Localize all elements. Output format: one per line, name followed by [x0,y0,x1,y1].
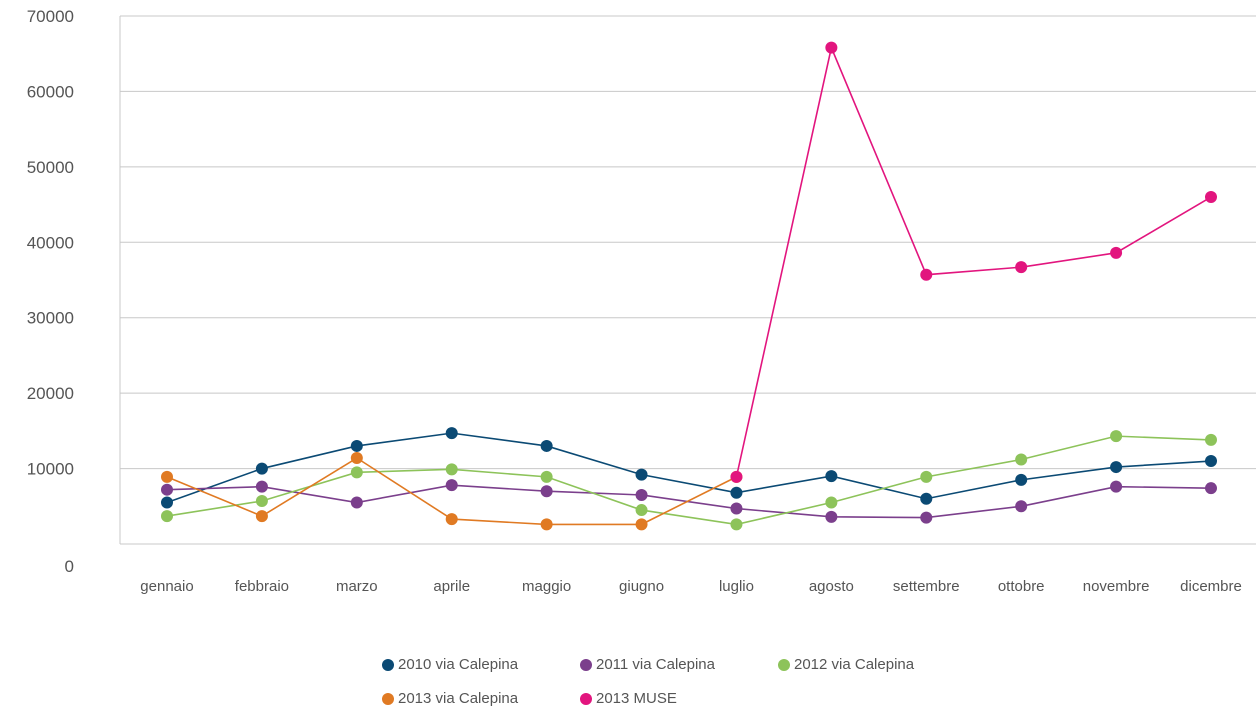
data-point-2012-via-calepina-agosto [825,496,838,509]
chart-svg: 0 10000 20000 30000 40000 50000 60000 70000 gen… [27,7,1256,595]
series-2010-via-calepina [161,427,1217,509]
data-point-2013-via-calepina-giugno [635,518,648,531]
legend-label-2010: 2010 via Calepina [398,656,519,673]
data-point-2012-via-calepina-febbraio [255,495,268,508]
x-tick-label-novembre: novembre [1083,578,1150,595]
data-point-2012-via-calepina-dicembre [1205,433,1217,446]
series-line-2011-via-calepina [166,484,1212,519]
data-point-2012-via-calepina-settembre [920,470,933,483]
data-point-2010-via-calepina-maggio [540,439,553,452]
data-point-2013-muse-novembre [1110,246,1123,259]
series-lines [161,41,1217,531]
x-tick-label-luglio: luglio [719,578,754,595]
data-point-2013-via-calepina-gennaio [161,470,173,483]
series-2013-muse [730,41,1217,483]
series-line-2012-via-calepina [166,435,1212,526]
y-tick-label: 30000 [27,309,74,328]
x-tick-label-marzo: marzo [336,578,378,595]
data-point-2011-via-calepina-luglio [730,502,743,515]
legend-marker-2012 [778,658,790,671]
legend-label-2013-muse: 2013 MUSE [596,690,677,707]
data-point-2012-via-calepina-giugno [635,504,648,517]
x-tick-label-gennaio: gennaio [140,578,193,595]
data-point-2010-via-calepina-aprile [445,427,458,440]
data-point-2010-via-calepina-agosto [825,470,838,483]
data-point-2010-via-calepina-dicembre [1205,455,1217,468]
data-point-2013-muse-dicembre [1205,191,1217,204]
data-point-2011-via-calepina-ottobre [1015,500,1028,513]
x-tick-label-maggio: maggio [522,578,571,595]
x-axis-tick-labels: gennaio febbraio marzo aprile maggio giugno lu… [140,578,1242,595]
y-tick-label: 0 [65,557,74,576]
legend-marker-2013-muse [580,692,592,705]
data-point-2011-via-calepina-febbraio [255,480,268,493]
legend-marker-2011 [580,658,592,671]
data-point-2013-muse-ottobre [1015,261,1028,274]
x-tick-label-giugno: giugno [619,578,664,595]
data-point-2013-muse-agosto [825,41,838,54]
x-tick-label-dicembre: dicembre [1180,578,1242,595]
data-point-2012-via-calepina-ottobre [1015,453,1028,466]
data-point-2013-via-calepina-maggio [540,518,553,531]
y-tick-label: 20000 [27,384,74,403]
data-point-2011-via-calepina-dicembre [1205,482,1217,495]
data-point-2011-via-calepina-novembre [1110,480,1123,493]
y-tick-label: 40000 [27,233,74,252]
legend-label-2013-calepina: 2013 via Calepina [398,690,519,707]
data-point-2011-via-calepina-gennaio [161,483,173,496]
data-point-2013-via-calepina-marzo [350,452,363,465]
legend-label-2011: 2011 via Calepina [596,656,715,673]
data-point-2011-via-calepina-aprile [445,479,458,492]
y-tick-label: 50000 [27,158,74,177]
legend-label-2012: 2012 via Calepina [794,656,915,673]
legend-item-2013-muse: 2013 MUSE [580,690,677,707]
data-point-2011-via-calepina-marzo [350,496,363,509]
data-point-2010-via-calepina-febbraio [255,462,268,475]
data-point-2010-via-calepina-novembre [1110,461,1123,474]
legend-item-2013-calepina: 2013 via Calepina [382,690,518,707]
data-point-2011-via-calepina-agosto [825,510,838,523]
series-2011-via-calepina [161,479,1217,524]
data-point-2013-via-calepina-aprile [445,513,458,526]
x-tick-label-settembre: settembre [893,578,960,595]
data-point-2010-via-calepina-ottobre [1015,473,1028,486]
grid-lines [119,15,1256,545]
y-tick-label: 60000 [27,82,74,101]
data-point-2012-via-calepina-novembre [1110,430,1123,443]
data-point-2012-via-calepina-gennaio [161,510,173,523]
data-point-2012-via-calepina-marzo [350,466,363,479]
x-tick-label-aprile: aprile [433,578,470,595]
data-point-2010-via-calepina-giugno [635,468,648,481]
legend-item-2010: 2010 via Calepina [382,656,518,673]
data-point-2010-via-calepina-marzo [350,439,363,452]
data-point-2013-muse-settembre [920,268,933,281]
data-point-2011-via-calepina-maggio [540,485,553,498]
data-point-2013-via-calepina-febbraio [255,510,268,523]
data-point-2011-via-calepina-giugno [635,488,648,501]
data-point-2011-via-calepina-settembre [920,511,933,524]
series-2012-via-calepina [161,430,1217,531]
legend-item-2011: 2011 via Calepina [580,656,715,673]
data-point-2012-via-calepina-luglio [730,518,743,531]
data-point-2013-muse-luglio [730,470,743,483]
data-point-2010-via-calepina-luglio [730,486,743,499]
data-point-2012-via-calepina-aprile [445,463,458,476]
data-point-2012-via-calepina-maggio [540,470,553,483]
x-tick-label-febbraio: febbraio [235,578,289,595]
data-point-2010-via-calepina-gennaio [161,496,173,509]
x-tick-label-agosto: agosto [809,578,854,595]
legend-item-2012: 2012 via Calepina [778,656,914,673]
series-line-2010-via-calepina [166,432,1212,504]
x-tick-label-ottobre: ottobre [998,578,1045,595]
data-point-2010-via-calepina-settembre [920,492,933,505]
series-line-2013-muse [735,45,1212,478]
y-axis-tick-labels: 0 10000 20000 30000 40000 50000 60000 70000 [27,7,74,576]
y-tick-label: 10000 [27,460,74,479]
legend-marker-2013-calepina [382,692,394,705]
legend-marker-2010 [382,658,394,671]
y-tick-label: 70000 [27,7,74,26]
